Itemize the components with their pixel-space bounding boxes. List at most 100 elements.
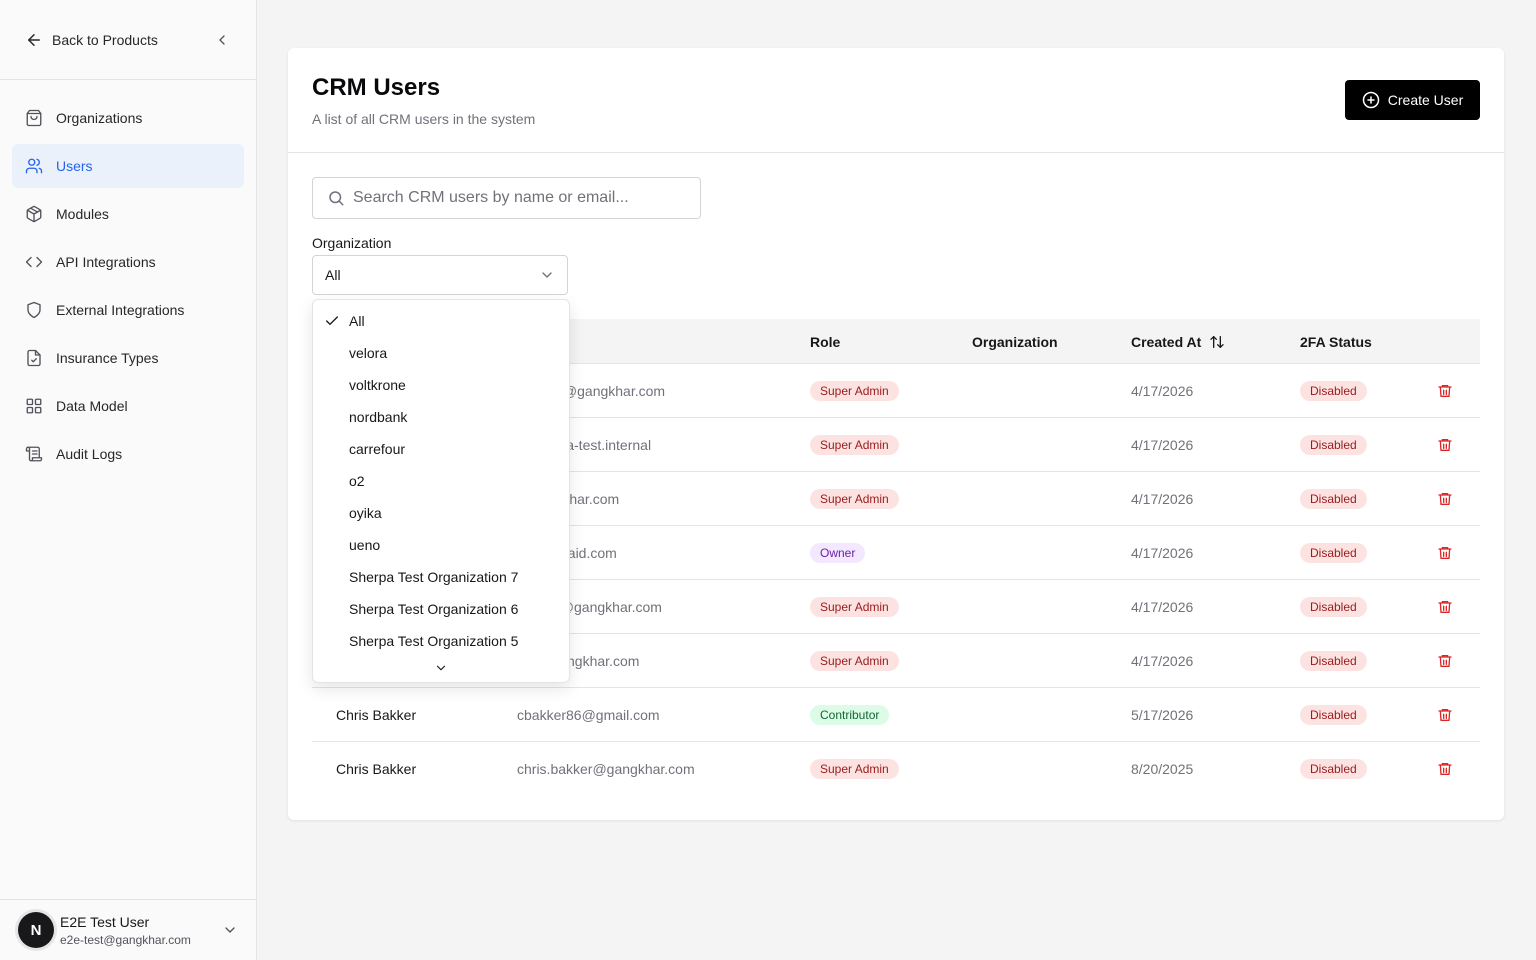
status-badge: Disabled: [1300, 596, 1367, 617]
created-at-cell: 4/17/2026: [1131, 652, 1194, 669]
role-badge: Super Admin: [810, 434, 899, 455]
dropdown-option[interactable]: Sherpa Test Organization 5: [313, 625, 569, 657]
table-row[interactable]: Chris Bakker cbakker86@gmail.com Contribut…: [312, 688, 1480, 742]
created-at-cell: 4/17/2026: [1131, 436, 1194, 453]
sidebar-item-api-integrations[interactable]: API Integrations: [12, 240, 244, 284]
organization-filter-label: Organization: [312, 235, 392, 251]
trash-icon: [1437, 491, 1453, 507]
column-header-created-at[interactable]: Created At: [1131, 319, 1225, 364]
sidebar-item-label: External Integrations: [56, 302, 185, 318]
dropdown-option[interactable]: o2: [313, 465, 569, 497]
trash-icon: [1437, 599, 1453, 615]
dropdown-option-label: nordbank: [349, 409, 408, 425]
scroll-icon: [24, 444, 44, 464]
trash-icon: [1437, 383, 1453, 399]
file-check-icon: [24, 348, 44, 368]
dropdown-option[interactable]: Sherpa Test Organization 6: [313, 593, 569, 625]
chevron-down-icon[interactable]: [222, 922, 238, 938]
2fa-status-cell: Disabled: [1300, 472, 1367, 525]
sort-icon[interactable]: [1209, 334, 1225, 350]
delete-button[interactable]: [1437, 472, 1453, 525]
trash-icon: [1437, 545, 1453, 561]
delete-button[interactable]: [1437, 418, 1453, 471]
role-badge: Contributor: [810, 704, 890, 725]
table-row[interactable]: gueras@gangkhar.com Super Admin 4/17/2026 D…: [312, 580, 1480, 634]
dropdown-option-label: Sherpa Test Organization 6: [349, 601, 519, 617]
dropdown-option-label: o2: [349, 473, 365, 489]
create-user-button[interactable]: Create User: [1345, 80, 1480, 120]
sidebar-item-audit-logs[interactable]: Audit Logs: [12, 432, 244, 476]
sidebar-item-insurance-types[interactable]: Insurance Types: [12, 336, 244, 380]
sidebar-item-organizations[interactable]: Organizations: [12, 96, 244, 140]
user-info: E2E Test User e2e-test@gangkhar.com: [60, 914, 191, 947]
2fa-status-cell: Disabled: [1300, 580, 1367, 633]
trash-icon: [1437, 761, 1453, 777]
sidebar-item-label: Users: [56, 158, 93, 174]
user-menu[interactable]: N E2E Test User e2e-test@gangkhar.com: [0, 899, 256, 960]
dropdown-option-label: carrefour: [349, 441, 406, 457]
sidebar-item-modules[interactable]: Modules: [12, 192, 244, 236]
dropdown-option[interactable]: voltkrone: [313, 369, 569, 401]
2fa-status-cell: Disabled: [1300, 364, 1367, 417]
sidebar-item-external-integrations[interactable]: External Integrations: [12, 288, 244, 332]
status-badge: Disabled: [1300, 704, 1367, 725]
created-at-cell: 4/17/2026: [1131, 490, 1194, 507]
delete-button[interactable]: [1437, 688, 1453, 741]
2fa-status-cell: Disabled: [1300, 526, 1367, 579]
organization-select-value: All: [325, 267, 341, 283]
delete-button[interactable]: [1437, 634, 1453, 687]
code-icon: [24, 252, 44, 272]
delete-button[interactable]: [1437, 580, 1453, 633]
role-badge: Owner: [810, 542, 866, 563]
sidebar-item-users[interactable]: Users: [12, 144, 244, 188]
dropdown-option-label: ueno: [349, 537, 381, 553]
trash-icon: [1437, 653, 1453, 669]
users-icon: [24, 156, 44, 176]
column-header-label: Created At: [1131, 333, 1202, 350]
role-badge: Super Admin: [810, 758, 899, 779]
user-name-cell: Chris Bakker: [336, 760, 417, 777]
user-email-cell: cbakker86@gmail.com: [517, 706, 660, 723]
grid-icon: [24, 396, 44, 416]
page-title: CRM Users: [312, 74, 441, 101]
dropdown-option[interactable]: All: [313, 305, 569, 337]
search-icon: [327, 189, 345, 207]
search-input[interactable]: [353, 189, 686, 207]
dropdown-option-label: velora: [349, 345, 388, 361]
delete-button[interactable]: [1437, 742, 1453, 795]
status-badge: Disabled: [1300, 380, 1367, 401]
trash-icon: [1437, 437, 1453, 453]
dropdown-option[interactable]: nordbank: [313, 401, 569, 433]
dropdown-option[interactable]: Sherpa Test Organization 7: [313, 561, 569, 593]
sidebar-item-label: Modules: [56, 206, 109, 222]
dropdown-option-label: voltkrone: [349, 377, 406, 393]
sidebar-item-label: Audit Logs: [56, 446, 123, 462]
status-badge: Disabled: [1300, 434, 1367, 455]
role-cell: Contributor: [810, 688, 890, 741]
created-at-cell: 4/17/2026: [1131, 544, 1194, 561]
sidebar-item-label: API Integrations: [56, 254, 156, 270]
back-to-products-link[interactable]: Back to Products: [52, 31, 158, 48]
chevron-left-icon[interactable]: [212, 32, 232, 48]
column-header-2fa-status: 2FA Status: [1300, 333, 1372, 350]
user-name: E2E Test User: [60, 913, 150, 930]
role-badge: Super Admin: [810, 596, 899, 617]
dropdown-option[interactable]: velora: [313, 337, 569, 369]
status-badge: Disabled: [1300, 650, 1367, 671]
arrow-left-icon[interactable]: [24, 30, 44, 50]
organization-select[interactable]: All: [312, 255, 568, 295]
chevron-down-icon[interactable]: [313, 658, 569, 678]
created-at-cell: 8/20/2025: [1131, 760, 1194, 777]
dropdown-option[interactable]: oyika: [313, 497, 569, 529]
dropdown-option[interactable]: carrefour: [313, 433, 569, 465]
user-name-cell: Chris Bakker: [336, 706, 417, 723]
trash-icon: [1437, 707, 1453, 723]
role-cell: Super Admin: [810, 364, 899, 417]
sidebar-item-data-model[interactable]: Data Model: [12, 384, 244, 428]
delete-button[interactable]: [1437, 526, 1453, 579]
check-icon: [324, 313, 340, 329]
table-row[interactable]: Chris Bakker chris.bakker@gangkhar.com Sup…: [312, 742, 1480, 796]
role-cell: Super Admin: [810, 634, 899, 687]
delete-button[interactable]: [1437, 364, 1453, 417]
dropdown-option[interactable]: ueno: [313, 529, 569, 561]
